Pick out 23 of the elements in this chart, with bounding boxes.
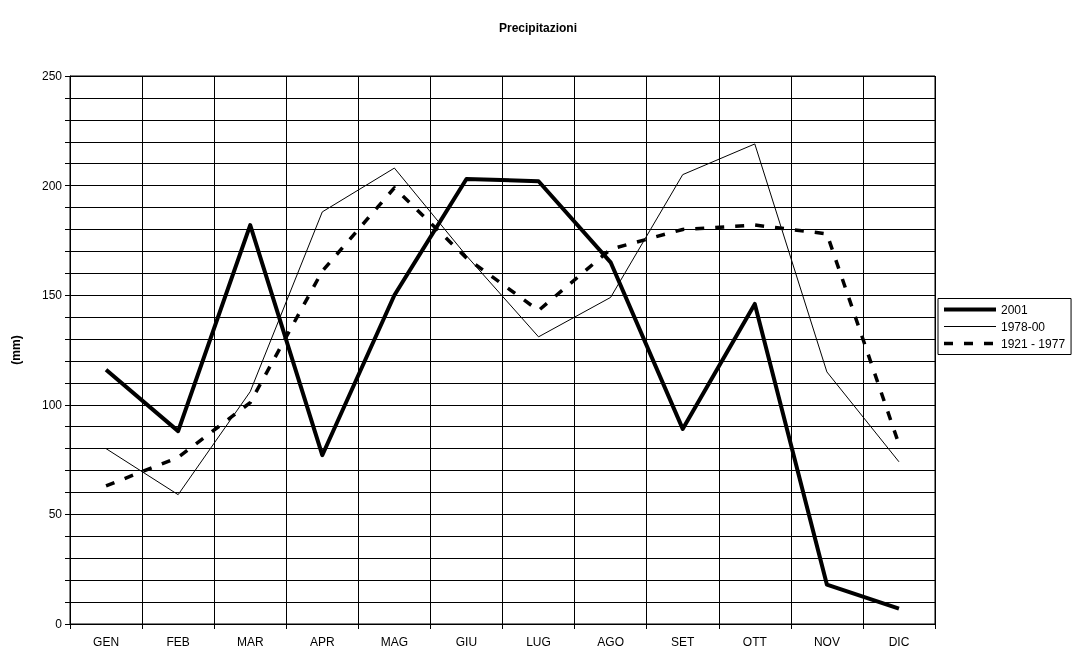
y-tick-label: 200 <box>41 178 63 193</box>
legend-label: 1921 - 1977 <box>1001 336 1066 351</box>
y-axis-title: (mm) <box>9 335 23 365</box>
x-tick-label: FEB <box>166 635 190 649</box>
legend-label: 2001 <box>1001 302 1029 317</box>
y-tick-label: 150 <box>41 288 63 303</box>
x-tick-label: SET <box>671 635 696 649</box>
x-tick-label: LUG <box>526 635 551 649</box>
x-tick-label: GEN <box>93 635 120 649</box>
y-tick-label: 100 <box>41 397 63 412</box>
x-tick-label: AGO <box>597 635 624 649</box>
x-tick-label: MAR <box>236 635 264 649</box>
x-tick-label: MAG <box>380 635 409 649</box>
x-tick-label: NOV <box>813 635 840 649</box>
x-tick-label: GIU <box>455 635 478 649</box>
y-tick-label: 250 <box>41 69 63 83</box>
x-tick-label: DIC <box>888 635 910 649</box>
chart-title: Precipitazioni <box>498 21 578 35</box>
x-tick-label: OTT <box>742 635 768 649</box>
y-tick-label: 0 <box>55 617 63 631</box>
y-tick-label: 50 <box>48 507 63 522</box>
legend-label: 1978-00 <box>1001 319 1046 334</box>
x-tick-label: APR <box>309 635 335 649</box>
